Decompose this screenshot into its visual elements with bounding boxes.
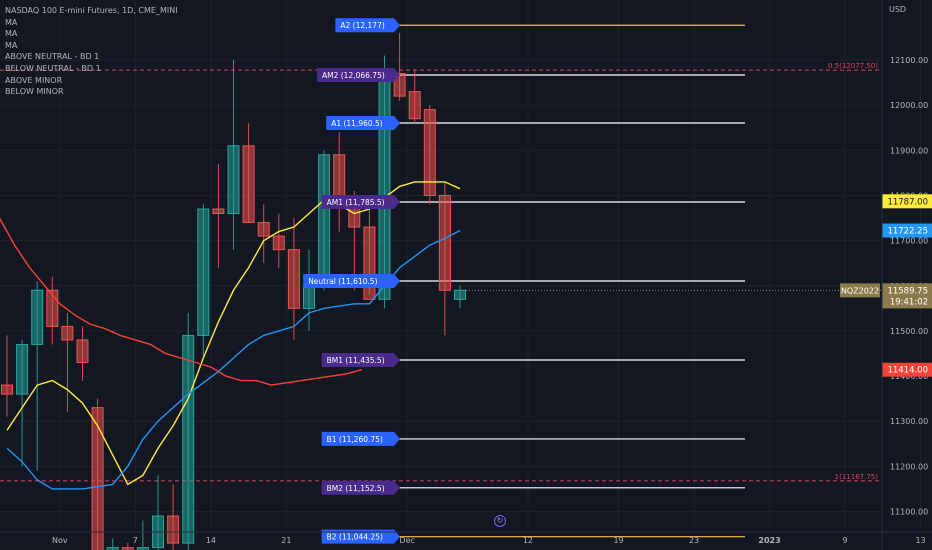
candle-body: [363, 226, 376, 300]
x-axis-tick: 13: [915, 536, 925, 545]
legend-item-below-neutral[interactable]: BELOW NEUTRAL - BD 1: [5, 63, 101, 73]
candle-body: [182, 334, 195, 544]
candle-body: [136, 547, 149, 550]
level-tag-label: AM1 (11,785.5): [327, 198, 385, 207]
last-price-bg: [882, 283, 932, 309]
candle-body: [227, 145, 240, 215]
y-axis-tick: 12000.00: [890, 101, 928, 110]
legend-item-ma-3[interactable]: MA: [5, 40, 18, 50]
symbol-tag-bg: [840, 283, 880, 298]
candle-body: [378, 73, 391, 300]
currency-label[interactable]: USD: [889, 5, 907, 14]
candle-body: [167, 515, 180, 544]
level-tag: [321, 529, 400, 544]
x-axis-tick: Nov: [52, 536, 68, 545]
level-tag-label: BM2 (11,152.5): [327, 484, 385, 493]
y-axis-tick: 11900.00: [890, 146, 928, 155]
candle-body: [76, 339, 89, 364]
price-tag-label: 11787.00: [887, 197, 928, 207]
y-axis-tick: 12100.00: [890, 56, 928, 65]
symbol-tag-label: NQZ2022: [841, 286, 879, 295]
y-axis-tick: 11200.00: [890, 462, 928, 471]
candle-body: [257, 222, 270, 237]
level-tag: [303, 274, 400, 289]
level-tag: [335, 18, 400, 33]
level-tag-label: AM2 (12,066.75): [322, 71, 385, 80]
x-axis-tick: 12: [523, 536, 533, 545]
y-axis-tick: 11700.00: [890, 237, 928, 246]
price-tag-label: 11414.00: [887, 366, 928, 376]
level-tag: [317, 68, 400, 83]
candle-body: [454, 289, 466, 300]
candle-body: [287, 249, 300, 309]
y-axis-tick: 11100.00: [890, 508, 928, 517]
y-axis-tick: 11500.00: [890, 327, 928, 336]
candle-body: [46, 289, 59, 327]
x-axis-tick: 7: [133, 536, 138, 545]
countdown-label: 19:41:02: [890, 297, 928, 307]
candle-body: [106, 547, 119, 550]
level-tag-label: A2 (12,177): [340, 21, 384, 30]
goto-realtime-icon[interactable]: ↻: [494, 515, 506, 527]
legend-item-ma-2[interactable]: MA: [5, 29, 18, 39]
x-axis-tick: Dec: [399, 536, 414, 545]
level-tag: [321, 480, 400, 495]
x-axis-tick: 2023: [758, 536, 780, 545]
price-tag-bg: [882, 194, 932, 209]
x-axis-tick: 23: [689, 536, 699, 545]
level-tag: [321, 431, 400, 446]
candle-body: [242, 145, 255, 224]
candle-body: [272, 235, 285, 251]
candle-body: [423, 109, 436, 196]
candle-body: [318, 154, 331, 287]
level-tag-label: A1 (11,960.5): [331, 119, 383, 128]
candle-body: [212, 208, 225, 215]
fib-label: 0.5(12077.50): [828, 62, 878, 70]
legend-title[interactable]: NASDAQ 100 E-mini Futures, 1D, CME_MINI: [5, 6, 178, 15]
candle-body: [197, 208, 210, 336]
candle-body: [393, 73, 406, 97]
candle-body: [121, 547, 134, 550]
level-tag-label: B2 (11,044.25): [327, 533, 383, 542]
x-axis-tick: 14: [206, 536, 216, 545]
price-tag-bg: [882, 362, 932, 377]
x-axis-tick: 19: [613, 536, 623, 545]
level-tag-label: Neutral (11,610.5): [308, 277, 377, 286]
indicator-legend: NASDAQ 100 E-mini Futures, 1D, CME_MINI …: [5, 5, 178, 98]
level-tag: [321, 194, 400, 209]
candle-body: [91, 407, 104, 550]
x-axis-tick: 21: [281, 536, 291, 545]
candle-body: [31, 289, 44, 345]
candle-body: [408, 91, 421, 120]
level-tag: [321, 353, 400, 368]
candle-body: [333, 154, 346, 201]
last-price-label: 11589.75: [887, 286, 928, 296]
level-tag-label: B1 (11,260.75): [327, 435, 383, 444]
candle-body: [438, 194, 451, 291]
level-tag: [326, 115, 400, 130]
legend-item-ma-1[interactable]: MA: [5, 17, 18, 27]
fib-label: 1(11167.75): [835, 473, 879, 481]
candle-body: [1, 384, 13, 395]
legend-item-below-minor[interactable]: BELOW MINOR: [5, 87, 64, 97]
x-axis-tick: 9: [843, 536, 848, 545]
candle-body: [16, 343, 29, 395]
candle-body: [303, 285, 315, 309]
legend-item-above-neutral[interactable]: ABOVE NEUTRAL - BD 1: [5, 52, 100, 62]
legend-item-above-minor[interactable]: ABOVE MINOR: [5, 75, 63, 85]
y-axis-tick: 11300.00: [890, 417, 928, 426]
ma-line-3: [0, 217, 363, 386]
price-tag-bg: [882, 223, 932, 238]
level-tag-label: BM1 (11,435.5): [327, 356, 385, 365]
candle-body: [61, 325, 74, 341]
price-tag-label: 11722.25: [887, 227, 928, 237]
